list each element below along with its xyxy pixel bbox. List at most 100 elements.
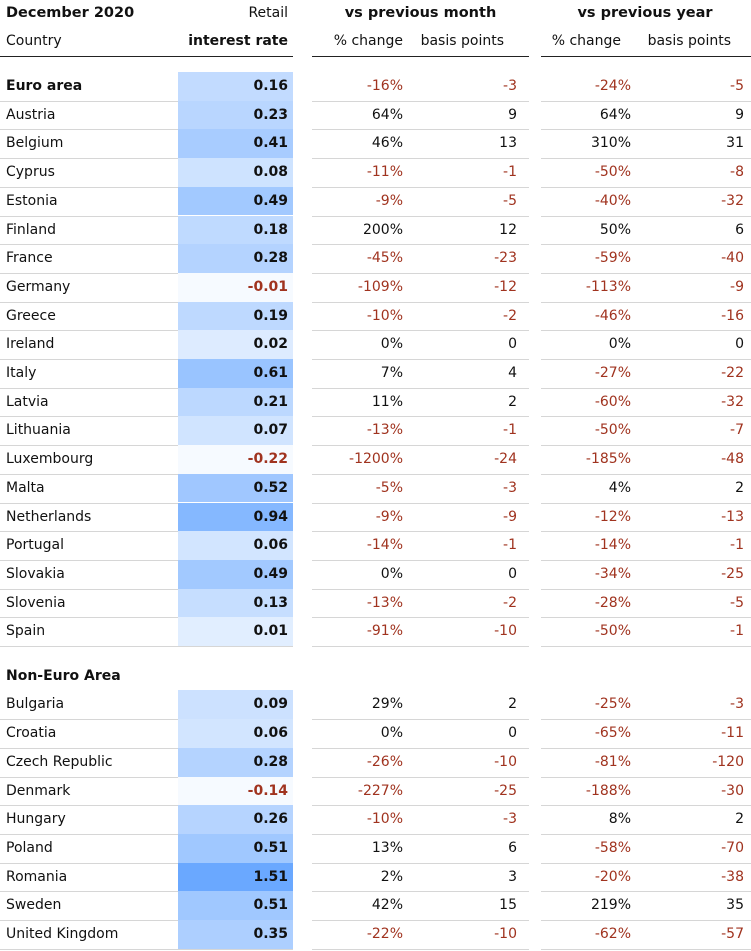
change-m-pct: 200% [362,221,403,238]
country-label: Ireland [6,336,55,353]
change-y-bp: -13 [721,508,744,525]
row-rule [0,920,293,922]
country-label: Romania [6,868,68,885]
country-label: Euro area [6,78,83,94]
row-rule [0,244,293,246]
change-y-bp: -40 [721,250,744,267]
country-label: Hungary [6,811,66,828]
change-m-pct: -9% [375,508,403,525]
rate-cell-fill [178,776,293,806]
change-y-bp: -48 [721,451,744,468]
rate-value: 0.08 [253,164,288,181]
rate-cell-fill [178,330,293,359]
change-y-pct: -188% [585,782,631,799]
change-y-pct: -12% [594,508,631,525]
change-m-bp: -5 [503,192,517,209]
header-month-bp: basis points [420,33,504,49]
change-m-bp: -3 [503,811,517,828]
rate-cell-fill [178,531,293,560]
change-y-pct: -28% [594,594,631,611]
change-m-bp: 15 [499,897,517,914]
change-m-pct: 11% [371,393,403,410]
change-m-bp: 0 [508,725,517,742]
change-y-pct: -27% [594,365,631,381]
change-m-pct: -1200% [349,451,403,468]
row-rule [0,588,293,590]
change-y-pct: 0% [608,336,631,353]
country-label: Slovenia [6,594,66,611]
row-rule [0,215,293,217]
row-rule [312,129,529,131]
rate-value: 0.23 [253,106,288,123]
change-y-bp: -38 [721,868,744,885]
change-m-pct: 64% [371,106,403,123]
row-rule [0,301,293,303]
change-y-bp: -11 [721,725,744,742]
row-rule [541,100,751,102]
row-rule [0,719,293,721]
row-rule [0,559,293,561]
rate-value: 0.06 [253,537,288,554]
rate-value: 0.28 [253,753,288,770]
change-m-pct: 2% [380,868,403,885]
row-rule [541,747,751,749]
header-group-year: vs previous year [577,5,713,21]
row-rule [312,445,529,447]
change-m-pct: -13% [366,422,403,439]
row-rule [541,215,751,217]
rate-cell-fill [178,747,293,777]
header-month-pct: % change [333,33,403,49]
change-y-pct: 64% [599,106,631,123]
change-m-pct: -91% [366,623,403,640]
country-label: Netherlands [6,508,92,525]
rate-cell-fill [178,272,293,302]
row-rule [541,805,751,807]
row-rule [0,646,293,647]
row-rule [312,387,529,389]
row-rule [541,129,751,131]
row-rule [541,719,751,721]
section-title: Non-Euro Area [6,667,121,684]
rate-value: 0.35 [253,926,288,943]
country-label: Sweden [6,897,62,914]
change-y-pct: -25% [594,696,631,713]
row-rule [541,862,751,864]
row-rule [541,833,751,835]
row-rule [541,502,751,504]
country-label: United Kingdom [6,926,119,943]
rate-value: 0.41 [253,135,288,152]
rate-value: 0.19 [253,307,288,324]
country-label: Denmark [6,782,71,799]
row-rule [541,186,751,188]
rate-cell-fill [178,559,293,589]
row-rule [541,330,751,332]
change-m-bp: -1 [503,537,517,554]
change-y-pct: -81% [594,753,631,770]
change-m-bp: -10 [494,753,517,770]
change-m-bp: -3 [503,479,517,496]
row-rule [312,502,529,504]
rate-value: 0.94 [253,508,288,525]
row-rule [0,502,293,504]
row-rule [312,588,529,590]
row-rule [541,617,751,619]
country-label: Portugal [6,537,64,554]
change-m-pct: 42% [371,897,403,914]
change-y-bp: 0 [735,336,744,353]
rate-cell-fill [178,473,293,503]
rate-cell-fill [178,719,293,748]
header-group-month: vs previous month [344,5,497,21]
country-label: Malta [6,479,45,496]
change-y-pct: -20% [594,868,631,885]
change-y-pct: -62% [594,926,631,943]
row-rule [312,920,529,922]
row-rule [0,129,293,131]
change-y-bp: 2 [735,479,744,496]
rate-value: 0.28 [253,250,288,267]
change-y-bp: 2 [735,811,744,828]
change-y-pct: 50% [599,221,631,238]
change-y-bp: -22 [721,365,744,381]
change-m-pct: 13% [371,839,403,856]
change-m-bp: 2 [508,696,517,713]
row-rule [312,158,529,160]
